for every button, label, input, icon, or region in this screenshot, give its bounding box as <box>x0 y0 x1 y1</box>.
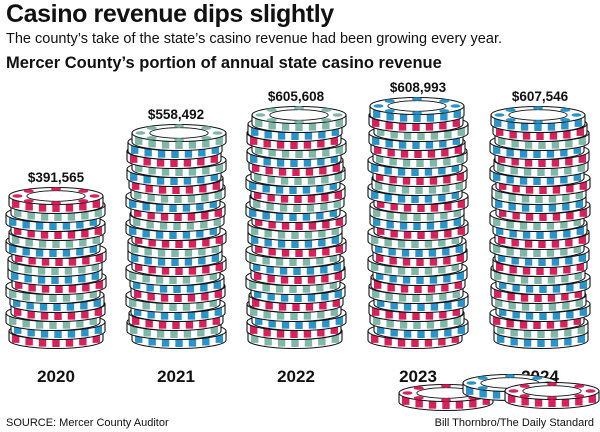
value-label: $558,492 <box>148 107 204 122</box>
headline: Casino revenue dips slightly <box>6 0 334 28</box>
chip-stack-2020 <box>5 186 107 350</box>
source-note: SOURCE: Mercer County Auditor <box>6 417 169 429</box>
poker-chip <box>131 123 227 152</box>
subtitle: The county’s take of the state’s casino … <box>6 31 502 47</box>
poker-chip <box>369 96 465 125</box>
year-label: 2023 <box>399 367 437 386</box>
value-label: $605,608 <box>268 89 325 104</box>
value-label: $607,546 <box>512 89 569 104</box>
year-label: 2021 <box>157 367 195 386</box>
value-label: $391,565 <box>28 170 85 185</box>
chip-stack-2021 <box>125 123 227 350</box>
poker-chip <box>490 105 586 134</box>
spilled-chips <box>398 373 600 412</box>
chip-stack-2024 <box>489 105 591 350</box>
chip-stack-2023 <box>367 96 469 350</box>
value-label: $608,993 <box>390 80 447 95</box>
chart-title: Mercer County’s portion of annual state … <box>6 54 442 72</box>
poker-chip <box>8 186 104 215</box>
poker-chip <box>251 105 347 134</box>
credit-line: Bill Thornbro/The Daily Standard <box>434 417 594 429</box>
poker-chip <box>504 381 600 410</box>
year-label: 2022 <box>277 367 315 386</box>
chip-stack-2022 <box>245 105 347 350</box>
year-label: 2020 <box>37 367 75 386</box>
